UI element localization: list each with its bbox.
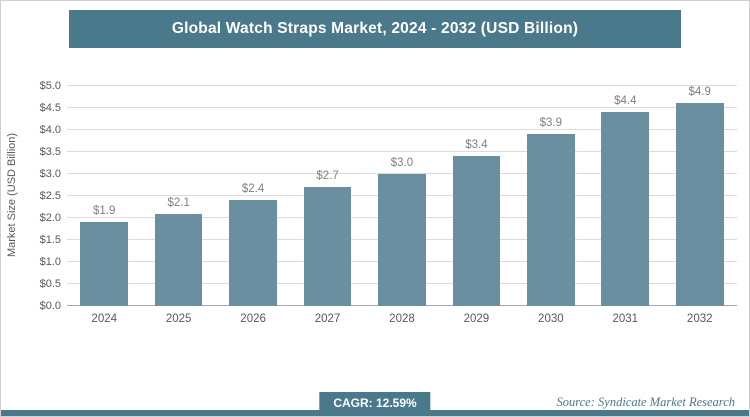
y-tick-label: $2.0 (39, 212, 61, 224)
y-tick-label: $1.0 (39, 256, 61, 268)
y-tick-label: $4.5 (39, 102, 61, 114)
gridline (67, 151, 737, 152)
bottom-accent-strip (1, 410, 749, 416)
plot-area: $1.9 $2.1 $2.4 $2.7 $3.0 $3.4 $3.9 $4.4 $4.9 (67, 85, 737, 306)
x-tick-label: 2030 (538, 313, 564, 325)
bar-value-label: $2.7 (316, 170, 339, 183)
source-note: Source: Syndicate Market Research (556, 395, 735, 409)
gridline (67, 173, 737, 174)
bar-value-label: $3.9 (539, 117, 563, 130)
bar-2032 (675, 103, 724, 306)
y-tick-label: $0.0 (39, 300, 61, 312)
y-tick-label: $4.0 (39, 124, 61, 136)
x-tick-label: 2026 (240, 313, 266, 325)
bar-2031 (601, 112, 650, 306)
bar-2025 (154, 213, 203, 306)
bar-2029 (452, 156, 501, 306)
x-tick-label: 2032 (686, 313, 713, 325)
bar-2024 (80, 222, 129, 306)
bar-value-label: $4.9 (688, 86, 711, 98)
y-tick-label: $3.0 (39, 168, 61, 180)
bar-slot-2026: $2.4 (216, 86, 290, 306)
chart-title: Global Watch Straps Market, 2024 - 2032 … (69, 10, 681, 48)
bar-slot-2027: $2.7 (290, 86, 364, 306)
gridline (67, 129, 737, 130)
x-tick-label: 2027 (314, 313, 341, 325)
y-tick-label: $1.5 (39, 234, 61, 246)
bar-value-label: $4.4 (614, 95, 637, 108)
bar-slot-2024: $1.9 (67, 86, 141, 306)
bar-slot-2032: $4.9 (663, 86, 737, 306)
bar-2028 (378, 174, 426, 306)
y-axis-tick-labels: $0.0 $0.5 $1.0 $1.5 $2.0 $2.5 $3.0 $3.5 $4.0 $4.5… (25, 80, 61, 312)
bar-value-label: $3.0 (390, 157, 414, 169)
y-tick-label: $2.5 (39, 190, 61, 202)
bar-value-label: $3.4 (465, 139, 488, 152)
bar-2027 (303, 187, 352, 306)
gridline (67, 85, 737, 86)
bar-2030 (527, 134, 575, 306)
bar-2026 (229, 200, 277, 306)
x-tick-label: 2028 (389, 313, 415, 325)
y-tick-label: $0.5 (39, 278, 61, 290)
cagr-badge: CAGR: 12.59% (319, 392, 431, 414)
y-tick-label: $5.0 (39, 80, 61, 92)
bar-slot-2025: $2.1 (141, 86, 215, 306)
x-tick-label: 2029 (463, 313, 490, 325)
x-tick-label: 2031 (612, 313, 639, 325)
bar-slot-2028: $3.0 (365, 86, 439, 306)
x-tick-label: 2024 (91, 313, 118, 325)
bar-slot-2029: $3.4 (439, 86, 513, 306)
bar-slot-2030: $3.9 (514, 86, 588, 306)
bar-value-label: $2.1 (167, 196, 190, 209)
bars-row: $1.9 $2.1 $2.4 $2.7 $3.0 $3.4 $3.9 $4.4 $4.9 (67, 86, 737, 306)
gridline (67, 107, 737, 108)
bar-slot-2031: $4.4 (588, 86, 662, 306)
y-axis-title: Market Size (USD Billion) (6, 132, 18, 258)
x-axis-tick-labels: 2024 2025 2026 2027 2028 2029 2030 2031 2032 (67, 313, 737, 329)
x-tick-label: 2025 (165, 313, 192, 325)
bar-value-label: $1.9 (93, 205, 116, 218)
bar-value-label: $2.4 (241, 183, 265, 196)
y-tick-label: $3.5 (39, 146, 61, 158)
